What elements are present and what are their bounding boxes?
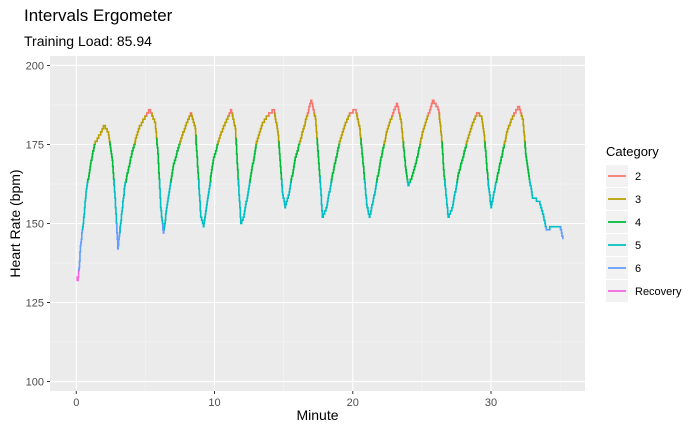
series-line-category-4	[109, 141, 115, 186]
x-tick-label: 20	[347, 397, 359, 409]
legend-item: 6	[606, 257, 641, 279]
series-line-category-5	[119, 179, 127, 233]
series-line-category-3	[438, 112, 443, 148]
series-line-category-3	[134, 112, 148, 145]
series-line-category-5	[237, 179, 251, 225]
x-axis-title: Minute	[296, 407, 338, 423]
series-line-category-5	[528, 179, 548, 230]
axes: 0 10 20 30 100 125 150 175 200	[26, 60, 497, 409]
series-line-category-5	[280, 179, 292, 209]
series-line-category-4	[524, 141, 531, 183]
legend-item: 4	[606, 211, 641, 233]
y-tick-label: 125	[26, 298, 44, 310]
series-line-category-4	[209, 141, 219, 183]
legend-label: 2	[635, 171, 641, 183]
series-line-category-5	[163, 179, 172, 230]
series-line-category-2	[348, 108, 358, 117]
chart-title: Intervals Ergometer	[24, 6, 173, 25]
legend-title: Category	[606, 144, 659, 159]
series-line-category-4	[484, 141, 490, 186]
series-line-category-4	[441, 141, 446, 186]
series-line-category-2	[513, 105, 523, 117]
series-line-category-6	[116, 223, 121, 250]
series-line-category-3	[151, 112, 158, 145]
series-line-category-5	[113, 179, 118, 233]
series-line-category-5	[444, 179, 459, 218]
series-line-category-3	[478, 112, 486, 148]
x-tick-label: 30	[485, 397, 497, 409]
series-line-category-2	[268, 108, 276, 117]
legend-label: 6	[635, 263, 641, 275]
legend-item: 2	[606, 165, 641, 187]
series-line-category-4	[290, 141, 301, 183]
series-line-category-4	[360, 138, 366, 183]
series-line-category-5	[319, 176, 333, 218]
series-line-category-5	[81, 179, 89, 230]
chart-subtitle: Training Load: 85.94	[24, 33, 152, 49]
series-line-category-4	[125, 141, 136, 183]
series-line-category-4	[249, 141, 258, 183]
series-line-category-3	[503, 112, 515, 145]
series-line-category-2	[391, 102, 401, 117]
legend-item: 3	[606, 188, 641, 210]
series-line-category-3	[338, 112, 351, 145]
series-line-category-3	[520, 112, 526, 148]
heart-rate-series	[76, 99, 564, 282]
series-line-category-3	[274, 112, 280, 148]
series-line-category-4	[409, 141, 422, 183]
y-tick-label: 150	[26, 219, 44, 231]
series-line-category-3	[94, 124, 111, 145]
legend: Category 2 3 4 5 6 Recovery	[606, 144, 682, 302]
x-tick-label: 0	[73, 397, 79, 409]
series-line-category-6	[78, 226, 84, 271]
series-line-category-4	[376, 141, 386, 183]
legend-label: Recovery	[635, 286, 682, 298]
series-line-category-4	[195, 135, 200, 189]
series-line-category-4	[495, 141, 506, 183]
series-line-category-4	[330, 141, 341, 183]
series-line-category-3	[356, 112, 362, 145]
series-line-category-2	[306, 99, 316, 117]
series-line-category-3	[398, 112, 405, 148]
series-line-category-4	[402, 141, 409, 183]
y-axis-title: Heart Rate (bpm)	[7, 169, 23, 277]
series-line-category-4	[156, 138, 161, 189]
series-line-category-6	[559, 226, 564, 240]
series-line-category-3	[298, 112, 309, 145]
series-line-category-3	[231, 112, 237, 145]
series-line-category-4	[86, 141, 97, 183]
series-line-category-3	[255, 112, 270, 145]
x-tick-label: 10	[208, 397, 220, 409]
legend-label: 3	[635, 194, 641, 206]
series-line-category-3	[190, 112, 197, 145]
series-line-category-4	[316, 138, 321, 183]
y-tick-label: 200	[26, 60, 44, 72]
series-line-category-4	[456, 141, 468, 183]
series-line-category-3	[217, 112, 231, 145]
series-line-category-5	[548, 225, 562, 230]
series-line-category-3	[465, 112, 478, 145]
y-tick-label: 100	[26, 377, 44, 389]
legend-item: 5	[606, 234, 641, 256]
y-tick-label: 175	[26, 139, 44, 151]
series-line-category-4	[170, 141, 181, 183]
series-line-category-2	[427, 99, 441, 120]
series-line-category-5	[363, 179, 378, 218]
legend-label: 5	[635, 240, 641, 252]
series-line-category-5	[487, 179, 498, 209]
series-line-category-4	[278, 141, 283, 186]
legend-item: Recovery	[606, 280, 682, 302]
series-line-category-3	[383, 112, 394, 145]
series-line-category-3	[179, 112, 192, 145]
series-line-category-5	[198, 176, 212, 228]
series-line-category-3	[419, 112, 430, 145]
series-line-category-5	[158, 179, 164, 230]
legend-label: 4	[635, 217, 641, 229]
